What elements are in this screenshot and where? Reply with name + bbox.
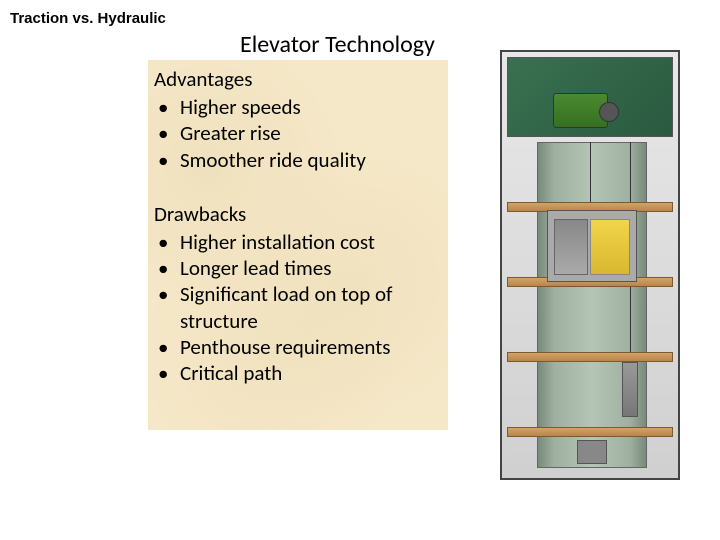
list-item: Critical path: [154, 360, 446, 386]
advantages-list: Higher speeds Greater rise Smoother ride…: [154, 94, 446, 173]
page-title: Elevator Technology: [240, 30, 435, 59]
pit-buffer: [577, 440, 607, 464]
elevator-car: [547, 210, 637, 282]
list-item: Longer lead times: [154, 255, 446, 281]
drawbacks-list: Higher installation cost Longer lead tim…: [154, 229, 446, 387]
counterweight: [622, 362, 638, 417]
list-item: Penthouse requirements: [154, 334, 446, 360]
drawbacks-heading: Drawbacks: [154, 201, 446, 227]
elevator-diagram: [500, 50, 680, 480]
list-item: Greater rise: [154, 120, 446, 146]
car-interior: [554, 219, 588, 275]
traction-machine: [553, 93, 608, 128]
list-item: Smoother ride quality: [154, 147, 446, 173]
list-item: Higher installation cost: [154, 229, 446, 255]
header-label: Traction vs. Hydraulic: [10, 10, 166, 27]
floor-slab: [507, 352, 673, 362]
list-item: Significant load on top of structure: [154, 281, 446, 334]
machine-room: [507, 57, 673, 137]
advantages-section: Advantages Higher speeds Greater rise Sm…: [154, 66, 446, 173]
car-door: [590, 219, 630, 275]
floor-slab: [507, 427, 673, 437]
list-item: Higher speeds: [154, 94, 446, 120]
drawbacks-section: Drawbacks Higher installation cost Longe…: [154, 201, 446, 387]
content-panel: Advantages Higher speeds Greater rise Sm…: [148, 60, 448, 430]
advantages-heading: Advantages: [154, 66, 446, 92]
